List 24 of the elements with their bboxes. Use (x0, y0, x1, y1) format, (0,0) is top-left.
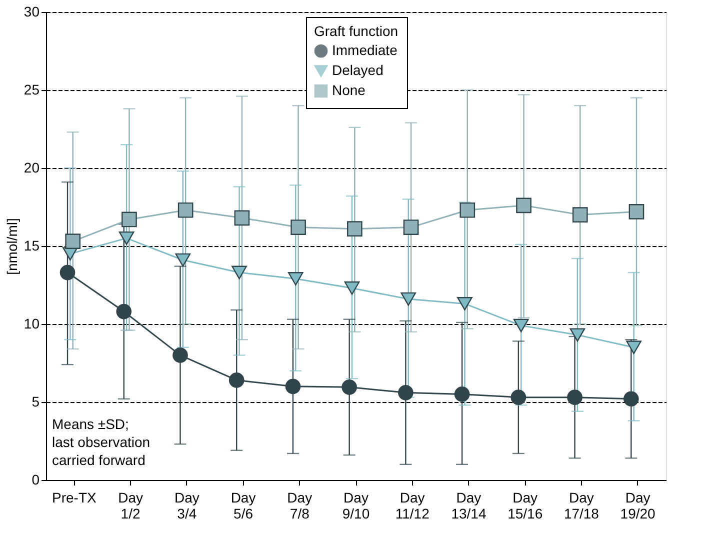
annotation: Means ±SD; last observation carried forward (52, 416, 150, 468)
x-tick-label: Day 13/14 (451, 490, 486, 522)
x-tick-label: Day 3/4 (174, 490, 200, 522)
y-tick-label: 10 (24, 316, 40, 332)
legend-title: Graft function (314, 23, 398, 39)
legend-label: Immediate (332, 42, 398, 58)
x-tick-label: Day 5/6 (230, 490, 256, 522)
x-tick-label: Day 1/2 (118, 490, 143, 522)
x-tick-label: Day 17/18 (564, 490, 600, 522)
x-tick-label: Day 7/8 (287, 490, 312, 522)
x-tick-label: Day 11/12 (395, 490, 430, 522)
x-tick-label: Day 9/10 (342, 490, 370, 522)
y-tick-label: 25 (24, 82, 40, 98)
x-tick-label: Day 19/20 (620, 490, 656, 522)
y-tick-label: 20 (24, 160, 40, 176)
x-tick-label: Day 15/16 (508, 490, 543, 522)
y-tick-label: 0 (32, 472, 40, 488)
x-tick-label: Pre-TX (52, 490, 98, 506)
y-tick-label: 15 (24, 238, 40, 254)
legend-label: None (332, 82, 366, 98)
y-axis-title: [nmol/ml] (4, 218, 20, 275)
legend-label: Delayed (332, 62, 384, 78)
y-tick-label: 5 (32, 394, 40, 410)
y-tick-label: 30 (24, 4, 40, 20)
